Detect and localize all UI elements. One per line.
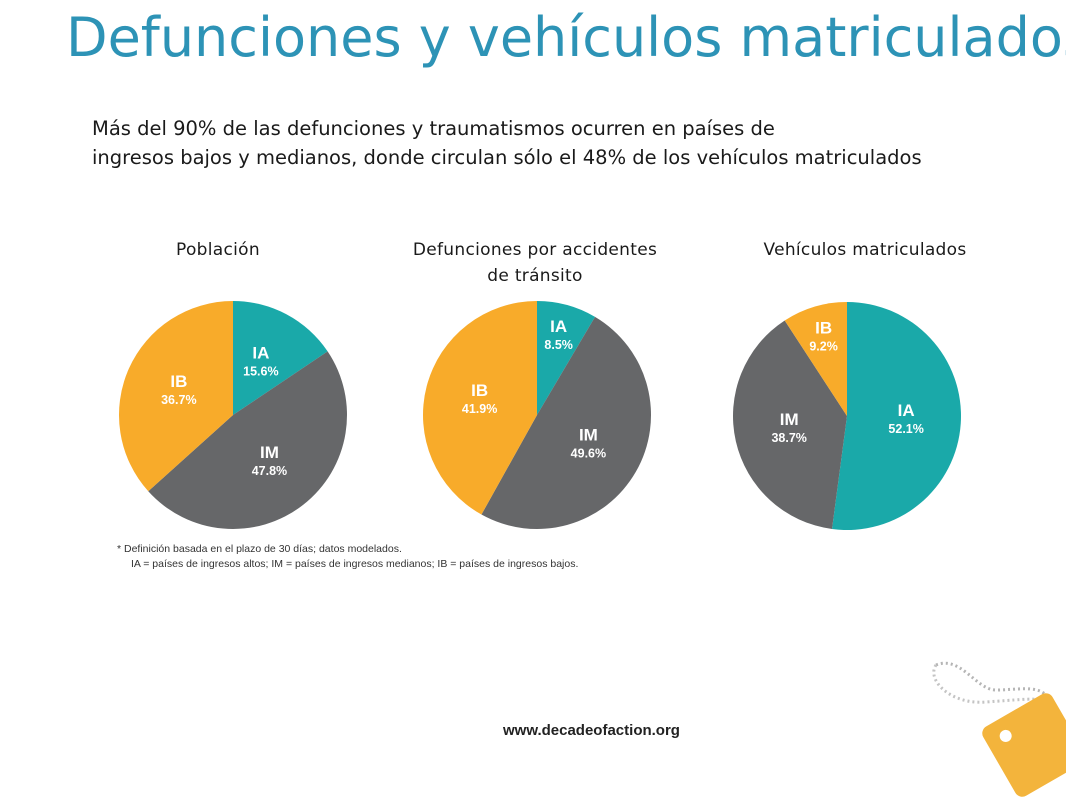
slice-label-ia: IA: [898, 401, 915, 420]
chart-title-poblacion: Población: [176, 240, 260, 260]
slice-value-ib: 41.9%: [462, 402, 497, 416]
pie-slice-ia: [537, 301, 596, 415]
subtitle-line-1: Más del 90% de las defunciones y traumat…: [92, 117, 775, 140]
page-subtitle: Más del 90% de las defunciones y traumat…: [92, 114, 922, 172]
pie-chart-defunciones: IA 8.5% IM 49.6% IB 41.9%: [422, 301, 652, 530]
slice-value-ib: 36.7%: [161, 393, 196, 407]
slice-value-im: 38.7%: [771, 431, 806, 445]
pie-chart-vehiculos: IA 52.1% IM 38.7% IB 9.2%: [732, 302, 961, 530]
subtitle-line-2: ingresos bajos y medianos, donde circula…: [92, 146, 922, 169]
pie-slice-im: [148, 351, 347, 530]
slice-label-ib: IB: [170, 372, 187, 391]
slice-value-ib: 9.2%: [809, 339, 838, 353]
chart-title-defunciones: Defunciones por accidentes de tránsito: [380, 237, 690, 289]
slice-label-ib: IB: [815, 318, 832, 337]
pie-slice-im: [732, 320, 847, 530]
slice-value-ia: 52.1%: [888, 422, 923, 436]
pie-chart-poblacion: IA 15.6% IM 47.8% IB 36.7%: [118, 301, 347, 530]
pie-slice-ib: [118, 301, 233, 492]
slice-value-ia: 15.6%: [243, 365, 278, 379]
decade-of-action-tag-logo: [932, 661, 1066, 797]
page-title: Defunciones y vehículos matriculados: [66, 6, 1066, 69]
pie-slice-im: [481, 316, 652, 530]
slice-label-ia: IA: [252, 344, 269, 363]
chart-title-defunciones-line-2: de tránsito: [487, 266, 583, 286]
website-url[interactable]: www.decadeofaction.org: [503, 722, 680, 739]
slice-label-im: IM: [260, 443, 279, 462]
slice-value-im: 49.6%: [571, 447, 606, 461]
pie-slice-ib: [422, 301, 537, 515]
chart-title-vehiculos: Vehículos matriculados: [763, 240, 967, 260]
slice-value-ia: 8.5%: [544, 338, 573, 352]
slice-value-im: 47.8%: [252, 464, 287, 478]
pie-slice-ia: [233, 301, 328, 415]
slice-label-ib: IB: [471, 381, 488, 400]
slice-label-im: IM: [579, 426, 598, 445]
pie-slice-ia: [832, 302, 961, 530]
footnote: * Definición basada en el plazo de 30 dí…: [117, 542, 578, 572]
footnote-line-2: IA = países de ingresos altos; IM = país…: [131, 558, 579, 570]
slice-label-im: IM: [780, 410, 799, 429]
slice-label-ia: IA: [550, 317, 567, 336]
pie-slice-ib: [784, 302, 847, 416]
footnote-line-1: * Definición basada en el plazo de 30 dí…: [117, 543, 402, 555]
chart-title-defunciones-line-1: Defunciones por accidentes: [412, 240, 658, 260]
